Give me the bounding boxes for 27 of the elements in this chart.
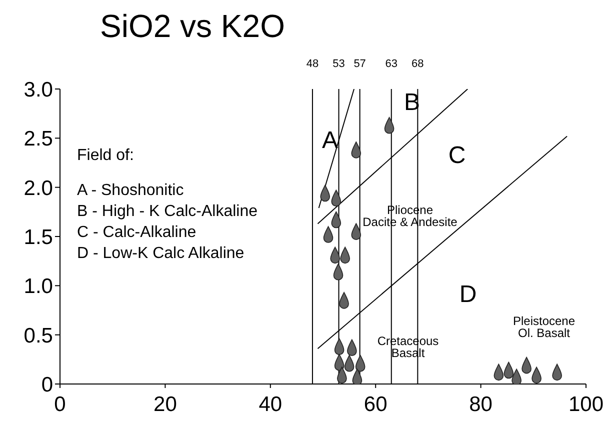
annotation: C xyxy=(448,142,466,169)
y-tick-label: 1.0 xyxy=(24,275,53,298)
ref-line-label: 53 xyxy=(332,58,345,70)
y-tick-label: 2.5 xyxy=(24,128,53,151)
y-tick-label: 0.5 xyxy=(24,324,53,348)
y-tick-label: 3.0 xyxy=(24,78,53,102)
annotation: D xyxy=(459,281,477,308)
annotation: B - High - K Calc-Alkaline xyxy=(77,202,258,222)
y-tick-label: 0 xyxy=(41,373,53,396)
ref-line-label: 68 xyxy=(412,58,424,70)
x-tick-label: 40 xyxy=(258,392,282,416)
x-tick-label: 80 xyxy=(469,392,492,416)
ref-line-label: 57 xyxy=(354,58,366,70)
ref-line-label: 48 xyxy=(306,58,319,70)
annotation: Pleistocene Ol. Basalt xyxy=(512,314,576,340)
ref-line-label: 63 xyxy=(385,58,398,70)
annotation: A xyxy=(322,127,338,154)
annotation: Field of: xyxy=(77,146,135,166)
annotation: D - Low-K Calc Alkaline xyxy=(77,244,246,264)
x-tick-label: 20 xyxy=(154,392,177,416)
x-tick-label: 100 xyxy=(568,392,604,416)
annotation: C - Calc-Alkaline xyxy=(77,223,198,243)
y-tick-label: 1.5 xyxy=(24,226,53,249)
y-tick-label: 2.0 xyxy=(24,176,53,200)
chart-title: SiO2 vs K2O xyxy=(100,8,285,45)
annotation: A - Shoshonitic xyxy=(77,181,185,201)
x-tick-label: 60 xyxy=(364,392,388,416)
